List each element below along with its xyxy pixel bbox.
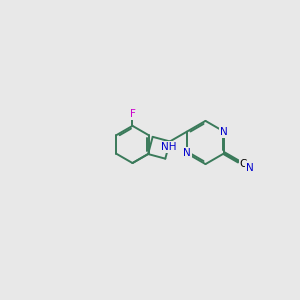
Text: N: N — [183, 148, 191, 158]
Text: C: C — [239, 159, 247, 169]
Text: F: F — [130, 110, 135, 119]
Text: N: N — [220, 127, 228, 137]
Text: NH: NH — [161, 142, 176, 152]
Text: N: N — [246, 163, 254, 173]
